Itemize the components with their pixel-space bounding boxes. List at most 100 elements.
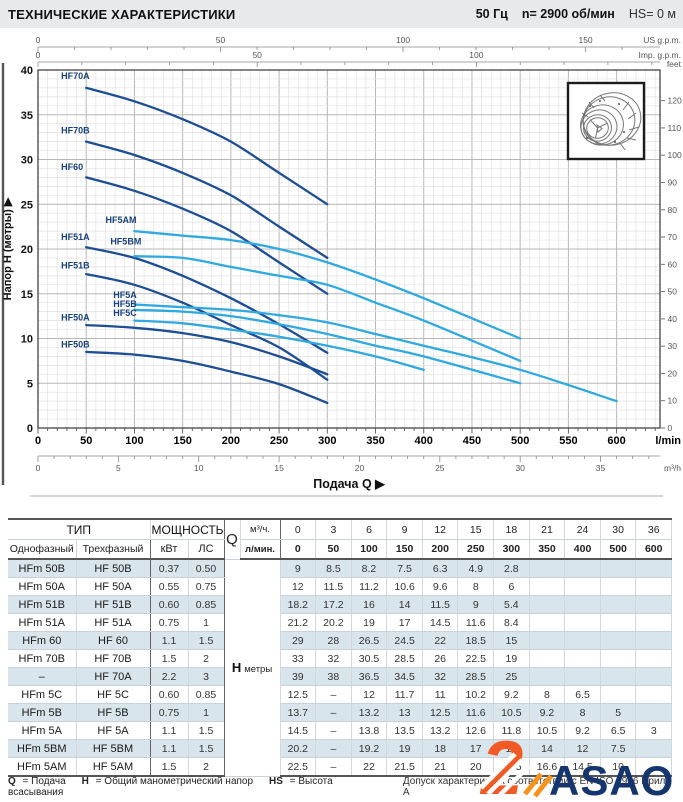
svg-text:feet: feet [667, 59, 682, 69]
head-value: 22 [351, 757, 388, 777]
q-lmin-value: 350 [529, 539, 566, 560]
head-value [635, 667, 673, 686]
curve-label-HF51B: HF51B [61, 261, 90, 271]
svg-text:0: 0 [36, 463, 41, 473]
head-value: 20.2 [315, 613, 352, 632]
svg-text:100: 100 [469, 50, 483, 60]
frequency-value: 50 Гц [475, 7, 508, 21]
curve-label-HF5AM: HF5AM [106, 215, 137, 225]
curve-labels: HF70A HF70B HF60 HF51A HF51B HF50A HF50B HF5AM H… [61, 71, 141, 350]
head-value: 11.6 [457, 613, 495, 632]
svg-text:10: 10 [668, 396, 678, 406]
head-value: 13.7 [280, 703, 317, 722]
suction-value: HS= 0 м [628, 7, 676, 21]
head-value: 9.6 [422, 577, 459, 596]
svg-text:10: 10 [21, 334, 33, 346]
power-kw: 2.2 [150, 667, 189, 686]
head-value: 13.2 [422, 721, 459, 740]
single-phase-model: HFm 50A [8, 577, 77, 596]
svg-text:15: 15 [274, 463, 284, 473]
three-phase-model: HF 5BM [76, 739, 151, 758]
table-row: HFm 5A HF 5A 1.1 1.5 14.5–13.8 13.5 13.2 12.6 11… [8, 721, 673, 740]
col-header-hp: ЛС [188, 539, 225, 560]
curve-label-HF51A: HF51A [61, 232, 90, 242]
head-value: 28 [315, 631, 352, 650]
head-value [600, 649, 637, 668]
head-value [529, 649, 566, 668]
head-value [529, 595, 566, 614]
col-header-power: МОЩНОСТЬ [150, 518, 225, 540]
head-value: 6.5 [564, 685, 601, 704]
head-value: 11.8 [493, 721, 530, 740]
q-m3h-value: 6 [351, 518, 388, 540]
head-value: 7.5 [600, 739, 637, 758]
curve-HF50A [85, 323, 329, 376]
head-value: 26 [422, 649, 459, 668]
table-row: HFm 5AM HF 5AM 1.5 2 22.5–22 21.5 21 20 18.5 16.6… [8, 757, 673, 777]
head-value: 9.2 [564, 721, 601, 740]
svg-text:80: 80 [668, 205, 678, 215]
power-hp: 2 [188, 649, 225, 668]
single-phase-model: HFm 50B [8, 559, 77, 578]
power-hp: 1.5 [188, 721, 225, 740]
single-phase-model: HFm 5AM [8, 757, 77, 777]
single-phase-model: HFm 5BM [8, 739, 77, 758]
head-value: 12.6 [457, 721, 495, 740]
q-lmin-value: 300 [493, 539, 530, 560]
curve-HF70A [85, 86, 329, 206]
svg-text:350: 350 [366, 435, 384, 447]
head-value [564, 613, 601, 632]
head-value: 16.6 [529, 757, 566, 777]
legend-item: Q = Подача [8, 776, 66, 787]
three-phase-model: HF 70B [76, 649, 151, 668]
head-value: 6.3 [422, 559, 459, 578]
svg-text:70: 70 [668, 232, 678, 242]
svg-text:0: 0 [35, 435, 41, 447]
head-value: 5.4 [493, 595, 530, 614]
single-phase-model: HFm 5A [8, 721, 77, 740]
head-value: 19 [386, 739, 423, 758]
svg-text:500: 500 [511, 435, 529, 447]
head-value: 16 [351, 595, 388, 614]
head-value: 17.2 [315, 595, 352, 614]
col-header-m3h: м³/ч. [240, 518, 281, 540]
q-lmin-value: 50 [315, 539, 352, 560]
three-phase-model: HF 5B [76, 703, 151, 722]
head-value: 32 [315, 649, 352, 668]
head-value: 19 [493, 649, 530, 668]
three-phase-model: HF 50B [76, 559, 151, 578]
head-value: 16 [493, 739, 530, 758]
head-value: 11.5 [315, 577, 352, 596]
svg-text:35: 35 [596, 463, 606, 473]
head-value: 4.9 [457, 559, 495, 578]
head-value: 36.5 [351, 667, 388, 686]
head-value: 10.5 [493, 703, 530, 722]
q-lmin-value: 150 [386, 539, 423, 560]
head-value: 19.2 [351, 739, 388, 758]
power-hp: 0.75 [188, 577, 225, 596]
head-value: 17 [386, 613, 423, 632]
single-phase-model: – [8, 667, 77, 686]
single-phase-model: HFm 5C [8, 685, 77, 704]
legend-item: HS = Высота всасывания [8, 776, 333, 798]
head-value: 17 [457, 739, 495, 758]
q-lmin-value: 500 [600, 539, 637, 560]
curve-label-HF5BM: HF5BM [110, 237, 141, 247]
legend-item: H = Общий манометрический напор [81, 776, 254, 787]
head-value: 10 [600, 757, 637, 777]
svg-text:Подача Q ▶: Подача Q ▶ [313, 477, 386, 491]
svg-text:35: 35 [21, 110, 33, 122]
head-value: – [315, 757, 352, 777]
col-header-lmin: л/мин. [240, 539, 281, 560]
table-row: HFm 50A HF 50A 0.55 0.75 12 11.5 11.2 10.6 9.6 8 6 [8, 577, 673, 596]
feet-axis: feet 0 10 20 30 40 50 60 70 80 90 100 110 120 [661, 59, 682, 433]
power-hp: 0.85 [188, 595, 225, 614]
curve-label-HF50B: HF50B [61, 339, 90, 349]
top-rulers: 0 50 100 150 US g.p.m. 0 50 100 Imp. g.p.m. [36, 35, 681, 67]
head-value: 14 [386, 595, 423, 614]
svg-text:250: 250 [270, 435, 288, 447]
head-value: 30.5 [351, 649, 388, 668]
